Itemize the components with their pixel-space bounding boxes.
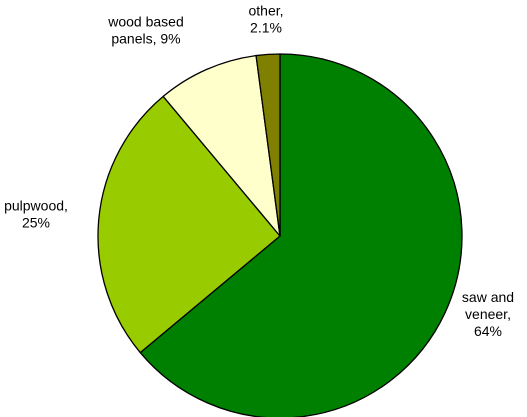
pie-slice-label-line: pulpwood, [4, 198, 68, 214]
pie-slice-label-line: panels, 9% [111, 31, 180, 47]
pie-labels: saw and veneer, 64%pulpwood, 25%wood based p… [4, 3, 514, 340]
pie-slice-1 [139, 53, 463, 417]
pie-slice-label-line: 2.1% [250, 20, 282, 36]
pie-slice-label-line: wood based [107, 14, 184, 30]
pie-slice-2 [97, 95, 281, 354]
pie-slice-label-line: 25% [22, 215, 50, 231]
pie-slice-label-2: pulpwood, 25% [4, 198, 68, 231]
pie-slice-label-3: wood based panels, 9% [107, 14, 184, 47]
pie-slice-label-line: saw and [462, 289, 514, 305]
pie-slice-label-4: other, 2.1% [248, 3, 283, 36]
pie-slice-label-line: veneer, [465, 306, 511, 322]
pie-slice-4 [255, 53, 281, 237]
pie-slice-label-1: saw and veneer, 64% [462, 289, 514, 339]
pie-slice-label-line: other, [248, 3, 283, 19]
pie-slice-3 [162, 54, 281, 237]
pie-slices [97, 53, 463, 417]
pie-slice-label-line: 64% [474, 323, 502, 339]
